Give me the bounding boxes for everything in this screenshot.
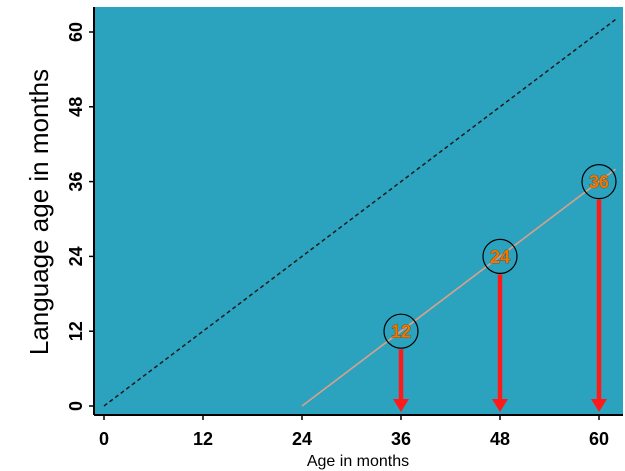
language-age-line [301,168,616,407]
y-tick-label: 36 [66,172,86,192]
axis-layer: 0 12 24 36 48 60 0 12 24 36 48 60 [66,7,623,449]
x-tick-label: 12 [193,429,213,449]
arrow-head [492,399,508,412]
x-tick-label: 0 [99,429,109,449]
marker-circle [581,164,617,200]
y-tick-label: 0 [66,401,86,411]
series-layer [103,18,616,407]
x-tick-label: 60 [589,429,609,449]
y-tick-label: 48 [66,97,86,117]
marker-circle [482,238,518,274]
arrow-head [591,399,607,412]
y-tick-label: 24 [66,246,86,266]
arrow-head [393,399,409,412]
x-tick-label: 48 [490,429,510,449]
equality-line [103,18,616,407]
y-axis-title: Language age in months [24,69,54,355]
x-tick-label: 36 [391,429,411,449]
x-tick-label: 24 [292,429,312,449]
marker-layer: 12 24 36 [383,164,617,349]
arrow-layer [393,199,607,412]
marker-label: 36 [589,172,609,192]
marker-label: 24 [490,247,510,267]
marker-label: 12 [391,322,411,342]
x-axis-title: Age in months [307,453,409,470]
marker-circle [383,313,419,349]
plot-background [94,7,623,415]
y-tick-label: 60 [66,22,86,42]
y-tick-label: 12 [66,321,86,341]
